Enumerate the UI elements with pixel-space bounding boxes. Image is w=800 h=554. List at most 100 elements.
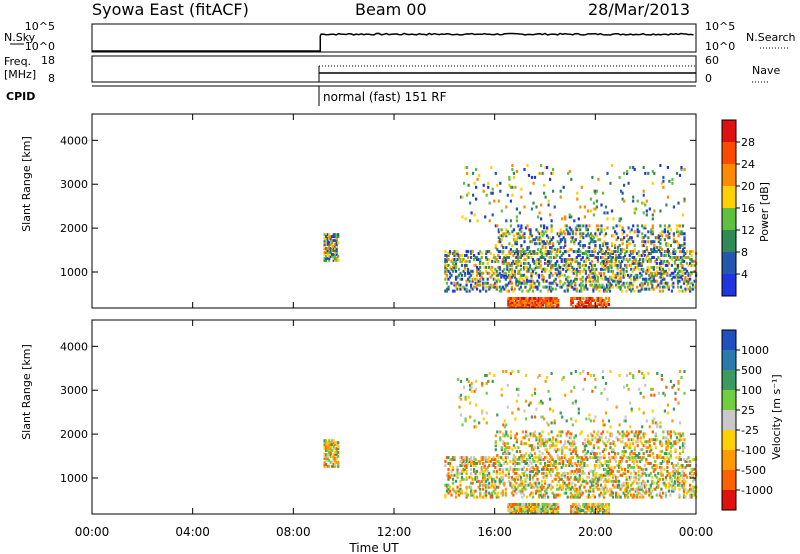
echo-cell — [633, 207, 636, 211]
echo-cell — [651, 465, 654, 469]
echo-cell — [633, 448, 636, 452]
echo-cell — [666, 432, 669, 436]
echo-cell — [538, 265, 541, 269]
echo-cell — [602, 267, 606, 271]
echo-cell — [536, 471, 539, 475]
echo-cell — [689, 489, 692, 493]
echo-cell — [477, 479, 480, 483]
echo-cell — [577, 242, 580, 246]
echo-cell — [474, 277, 477, 281]
echo-cell — [666, 166, 669, 169]
echo-cell — [634, 477, 637, 481]
echo-cell — [546, 226, 549, 230]
echo-cell — [546, 303, 549, 306]
echo-cell — [497, 485, 500, 489]
echo-cell — [648, 440, 651, 444]
echo-cell — [558, 248, 561, 252]
echo-cell — [505, 448, 508, 452]
echo-cell — [653, 393, 656, 397]
echo-cell — [624, 469, 627, 473]
echo-cell — [515, 265, 518, 269]
echo-cell — [661, 269, 664, 273]
echo-cell — [492, 477, 495, 481]
echo-cell — [570, 452, 573, 456]
echo-cell — [526, 509, 530, 512]
echo-cell — [544, 464, 547, 467]
echo-cell — [580, 287, 583, 291]
echo-cell — [584, 489, 587, 493]
echo-cell — [666, 403, 669, 407]
echo-cell — [513, 505, 516, 508]
echo-cell — [515, 279, 518, 283]
echo-cell — [592, 189, 595, 193]
echo-cell — [516, 477, 519, 481]
echo-cell — [653, 240, 656, 244]
echo-cell — [620, 238, 623, 242]
echo-cell — [554, 277, 557, 281]
echo-cell — [630, 438, 633, 442]
echo-cell — [672, 471, 675, 475]
echo-cell — [465, 477, 468, 481]
echo-cell — [570, 248, 573, 252]
echo-cell — [682, 267, 686, 271]
echo-cell — [546, 421, 549, 425]
echo-cell — [477, 485, 480, 489]
echo-cell — [596, 259, 599, 263]
echo-cell — [628, 489, 631, 493]
echo-cell — [594, 234, 597, 238]
echo-cell — [465, 460, 468, 463]
echo-cell — [681, 248, 685, 252]
echo-cell — [678, 279, 681, 283]
echo-cell — [323, 243, 326, 246]
echo-cell — [659, 242, 662, 246]
echo-cell — [676, 471, 680, 475]
echo-cell — [329, 254, 332, 258]
echo-cell — [571, 423, 574, 427]
echo-cell — [470, 381, 473, 385]
echo-cell — [510, 503, 513, 506]
echo-cell — [459, 397, 463, 401]
colorbar-tick-label: 4 — [741, 268, 748, 281]
echo-cell — [574, 238, 577, 242]
echo-cell — [566, 285, 569, 289]
echo-cell — [530, 454, 534, 458]
echo-cell — [666, 460, 669, 463]
echo-cell — [599, 285, 603, 289]
echo-cell — [475, 168, 478, 171]
echo-cell — [607, 452, 611, 456]
echo-cell — [665, 446, 668, 450]
echo-cell — [576, 507, 579, 510]
echo-cell — [622, 283, 625, 287]
echo-cell — [683, 244, 686, 248]
echo-cell — [538, 401, 541, 405]
echo-cell — [508, 299, 511, 302]
echo-cell — [529, 434, 532, 438]
echo-cell — [507, 475, 510, 479]
echo-cell — [524, 261, 527, 265]
echo-cell — [448, 265, 452, 269]
echo-cell — [630, 456, 633, 460]
echo-cell — [622, 269, 625, 273]
echo-cell — [525, 505, 528, 508]
echo-cell — [519, 479, 522, 483]
echo-cell — [662, 185, 665, 189]
echo-cell — [592, 275, 595, 279]
echo-cell — [621, 454, 624, 458]
echo-cell — [540, 232, 543, 236]
echo-cell — [562, 263, 565, 267]
echo-cell — [642, 432, 645, 436]
echo-cell — [585, 456, 588, 460]
echo-cell — [578, 477, 581, 481]
echo-cell — [678, 487, 681, 491]
echo-cell — [507, 275, 510, 279]
echo-cell — [667, 287, 670, 291]
echo-cell — [501, 477, 504, 481]
echo-cell — [541, 495, 544, 499]
echo-cell — [628, 283, 631, 287]
echo-cell — [571, 401, 574, 405]
echo-cell — [635, 207, 638, 211]
echo-cell — [572, 487, 575, 491]
echo-cell — [444, 495, 447, 499]
echo-cell — [642, 495, 645, 499]
echo-cell — [639, 460, 642, 463]
